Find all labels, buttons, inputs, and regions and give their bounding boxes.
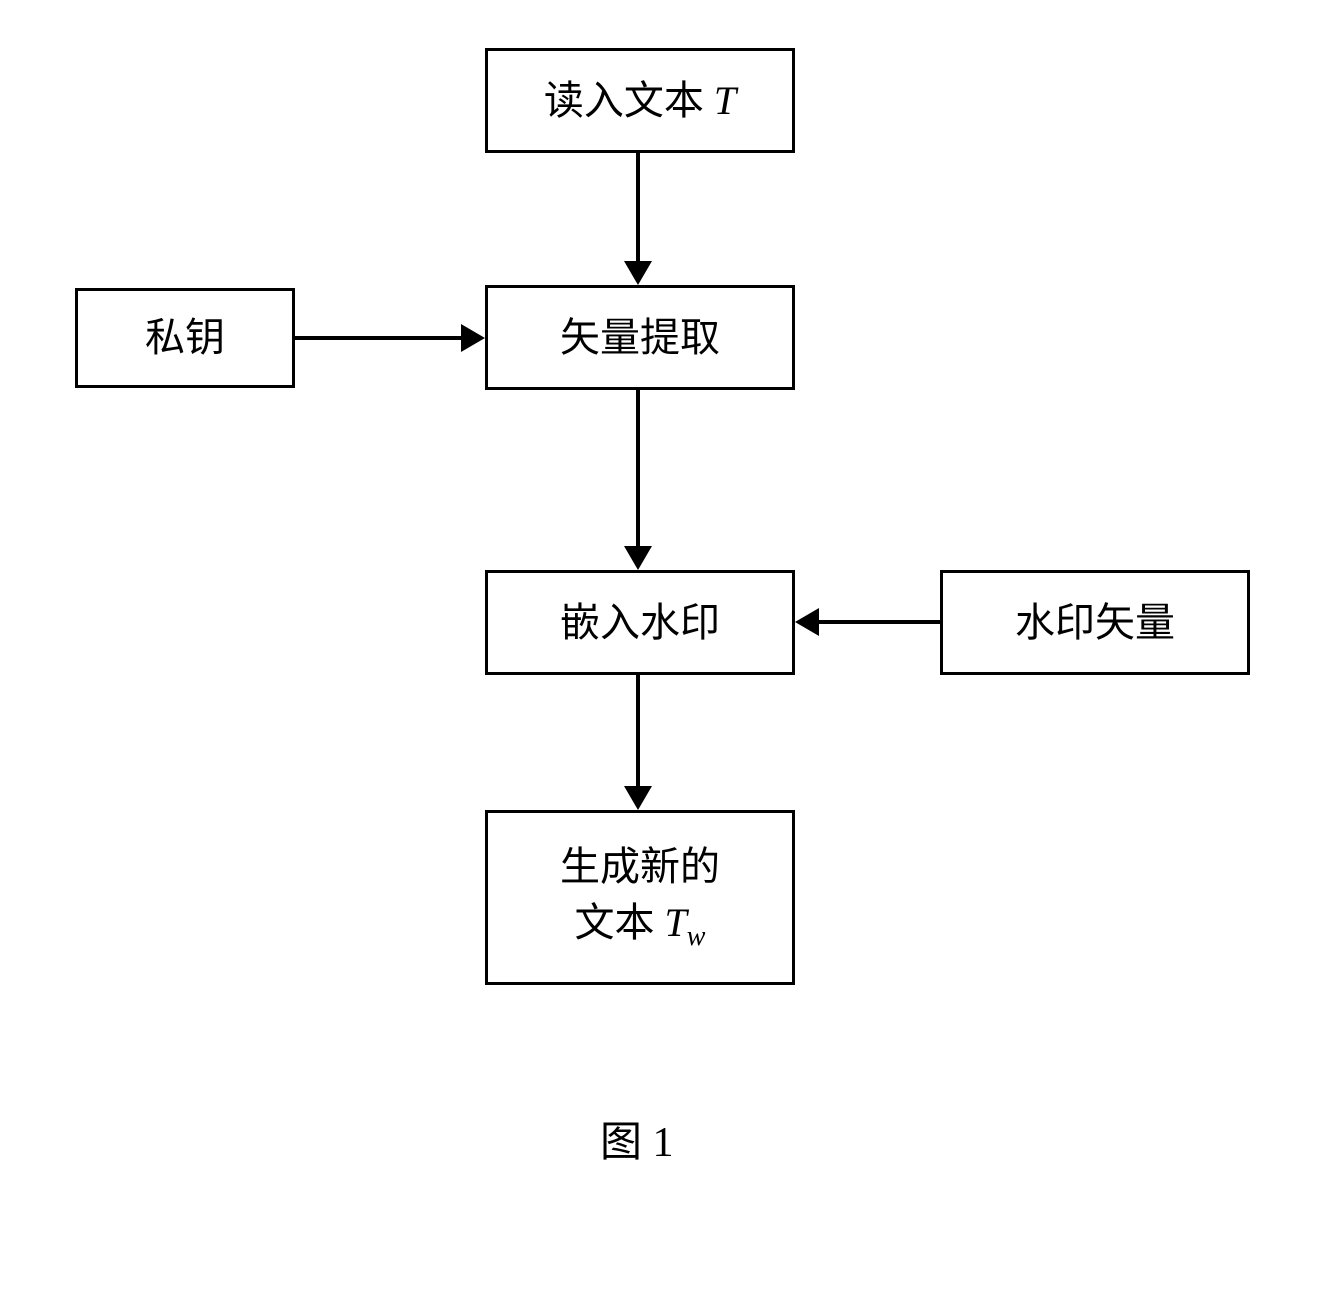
arrow-5-line — [636, 675, 640, 790]
label-line2-sub: w — [687, 921, 706, 952]
arrow-4-line — [819, 620, 940, 624]
node-read-text: 读入文本 T — [485, 48, 795, 153]
arrow-1-line — [636, 153, 640, 265]
arrow-3-line — [636, 390, 640, 550]
arrow-5-head — [624, 786, 652, 810]
node-private-key: 私钥 — [75, 288, 295, 388]
node-vector-extract-label: 矢量提取 — [560, 310, 720, 366]
label-line1: 生成新的 — [560, 844, 720, 889]
arrow-2-head — [461, 324, 485, 352]
node-private-key-label: 私钥 — [145, 310, 225, 366]
arrow-3-head — [624, 546, 652, 570]
label-text: 读入文本 — [544, 78, 714, 123]
node-generate-text-label: 生成新的 文本 Tw — [560, 839, 720, 956]
figure-caption: 图 1 — [600, 1108, 674, 1169]
flowchart-container: 读入文本 T 私钥 矢量提取 嵌入水印 水印矢量 生成新的 文本 Tw 图 1 — [0, 0, 1340, 1303]
arrow-2-line — [295, 336, 463, 340]
node-generate-text: 生成新的 文本 Tw — [485, 810, 795, 985]
arrow-1-head — [624, 261, 652, 285]
label-var: T — [714, 78, 736, 123]
node-watermark-vector: 水印矢量 — [940, 570, 1250, 675]
node-embed-watermark-label: 嵌入水印 — [560, 595, 720, 651]
node-watermark-vector-label: 水印矢量 — [1015, 595, 1175, 651]
label-line2-prefix: 文本 — [575, 900, 665, 945]
label-line2-var: T — [665, 900, 687, 945]
arrow-4-head — [795, 608, 819, 636]
node-vector-extract: 矢量提取 — [485, 285, 795, 390]
node-read-text-label: 读入文本 T — [544, 73, 736, 129]
node-embed-watermark: 嵌入水印 — [485, 570, 795, 675]
